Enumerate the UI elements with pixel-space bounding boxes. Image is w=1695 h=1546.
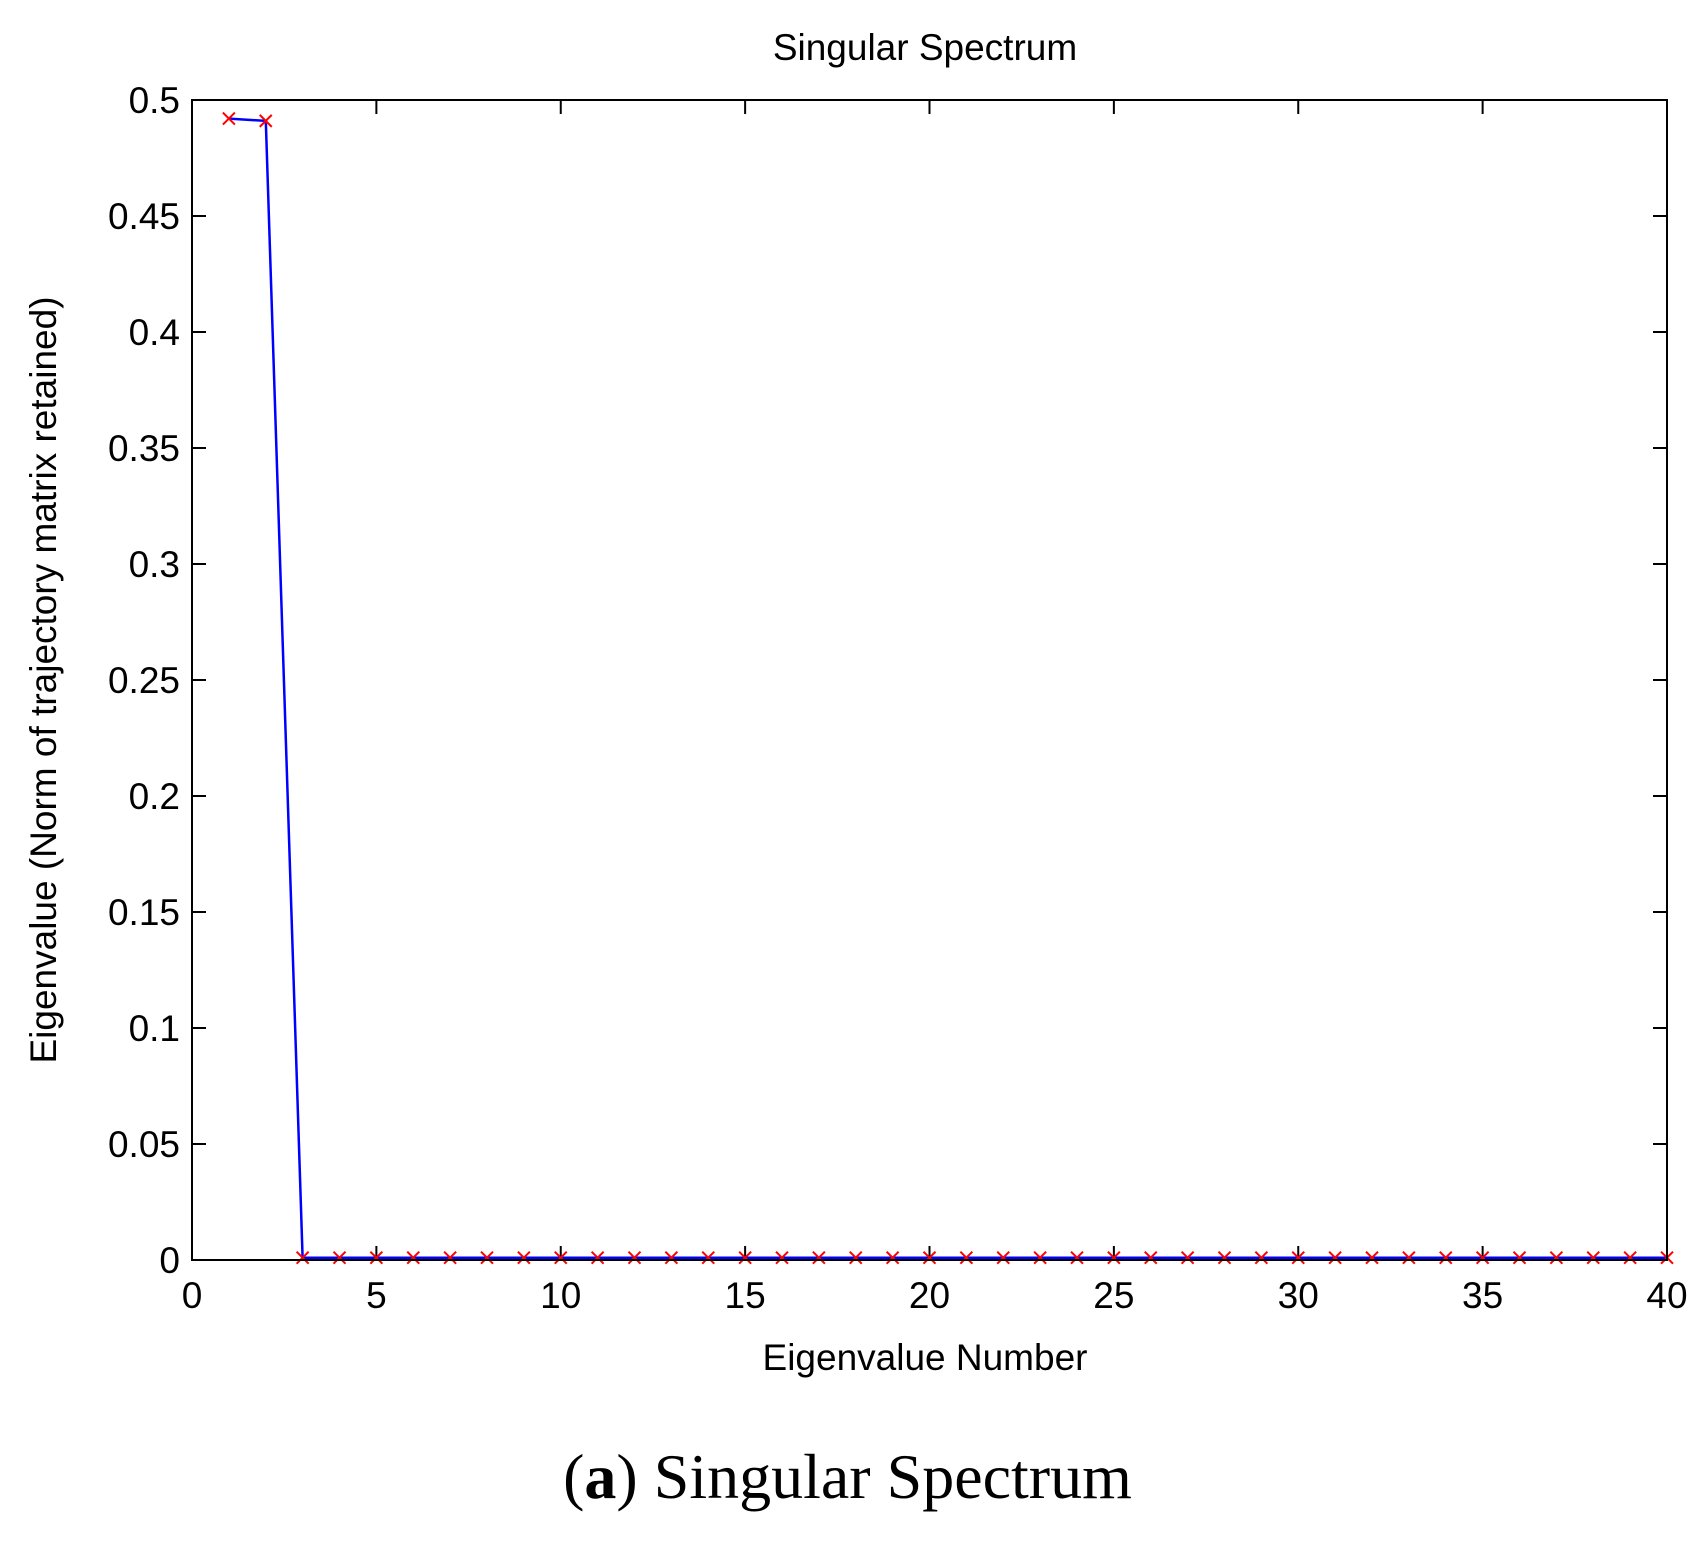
singular-spectrum-chart: Singular Spectrum 0 5 10 15 20 25 30 35 4000.050… bbox=[23, 27, 1688, 1378]
data-point-marker bbox=[959, 1250, 974, 1265]
data-point-marker bbox=[1217, 1250, 1232, 1265]
data-point-marker bbox=[1512, 1250, 1527, 1265]
x-tick-label: 0 bbox=[182, 1275, 203, 1316]
plot-area-frame bbox=[191, 99, 1668, 1261]
data-point-marker bbox=[1107, 1250, 1121, 1265]
x-axis-label: Eigenvalue Number bbox=[763, 1337, 1088, 1378]
y-tick-label: 0.2 bbox=[129, 776, 180, 817]
y-axis-label: Eigenvalue (Norm of trajectory matrix re… bbox=[23, 296, 64, 1063]
data-point-marker bbox=[922, 1250, 937, 1265]
data-point-marker bbox=[1623, 1250, 1637, 1265]
axis-ticks: 0 5 10 15 20 25 30 35 40 0 0.05 0.1 0.15 0.2 0.25 0.3 0.… bbox=[108, 80, 1688, 1316]
x-tick-label: 20 bbox=[909, 1275, 950, 1316]
data-point-marker bbox=[406, 1250, 420, 1265]
data-point-marker bbox=[554, 1250, 568, 1265]
data-point-marker bbox=[996, 1250, 1010, 1265]
data-point-marker bbox=[701, 1250, 715, 1265]
data-point-marker bbox=[812, 1250, 826, 1265]
data-point-marker bbox=[1549, 1250, 1564, 1265]
data-point-marker bbox=[1439, 1250, 1453, 1265]
data-point-marker bbox=[369, 1250, 384, 1265]
data-point-marker bbox=[664, 1250, 679, 1265]
data-point-marker bbox=[1402, 1250, 1416, 1265]
data-point-marker bbox=[1328, 1250, 1342, 1265]
data-point-marker bbox=[627, 1250, 642, 1265]
y-tick-label: 0.3 bbox=[129, 544, 180, 585]
data-point-marker bbox=[590, 1250, 605, 1265]
caption-text: Singular Spectrum bbox=[637, 1441, 1132, 1512]
data-point-marker bbox=[295, 1250, 310, 1265]
data-point-marker bbox=[259, 114, 273, 128]
x-tick-label: 10 bbox=[540, 1275, 581, 1316]
x-tick-label: 15 bbox=[725, 1275, 766, 1316]
x-tick-label: 35 bbox=[1462, 1275, 1503, 1316]
x-tick-label: 30 bbox=[1278, 1275, 1319, 1316]
caption-letter: a bbox=[584, 1441, 617, 1512]
data-point-marker bbox=[1144, 1250, 1158, 1265]
data-point-marker bbox=[1254, 1250, 1269, 1265]
y-tick-label: 0.4 bbox=[129, 312, 180, 353]
x-tick-label: 5 bbox=[366, 1275, 387, 1316]
data-point-marker bbox=[332, 1250, 347, 1265]
series-line bbox=[228, 117, 1667, 1259]
y-tick-label: 0.05 bbox=[108, 1124, 180, 1165]
chart-title: Singular Spectrum bbox=[773, 27, 1077, 68]
data-point-marker bbox=[1475, 1250, 1490, 1265]
data-point-marker bbox=[222, 111, 236, 126]
data-point-marker bbox=[1033, 1250, 1047, 1265]
data-point-marker bbox=[1180, 1250, 1195, 1265]
y-tick-label: 0.45 bbox=[108, 196, 180, 237]
data-point-marker bbox=[1586, 1250, 1600, 1265]
x-tick-label: 40 bbox=[1646, 1275, 1687, 1316]
data-series bbox=[222, 111, 1674, 1265]
data-point-marker bbox=[1070, 1250, 1084, 1265]
x-tick-label: 25 bbox=[1093, 1275, 1134, 1316]
data-point-marker bbox=[443, 1250, 457, 1265]
y-tick-label: 0.15 bbox=[108, 892, 180, 933]
data-point-marker bbox=[885, 1250, 900, 1265]
data-point-marker bbox=[1365, 1250, 1379, 1265]
data-point-marker bbox=[517, 1250, 531, 1265]
y-tick-label: 0.25 bbox=[108, 660, 180, 701]
y-tick-label: 0.5 bbox=[129, 80, 180, 121]
figure-caption: (a) Singular Spectrum bbox=[563, 1441, 1132, 1512]
y-tick-label: 0 bbox=[159, 1240, 180, 1281]
data-point-marker bbox=[775, 1250, 789, 1265]
data-point-marker bbox=[480, 1250, 494, 1265]
y-tick-label: 0.1 bbox=[129, 1008, 180, 1049]
data-point-marker bbox=[738, 1250, 752, 1265]
data-point-marker bbox=[1291, 1250, 1305, 1265]
data-point-marker bbox=[849, 1250, 863, 1265]
y-tick-label: 0.35 bbox=[108, 428, 180, 469]
